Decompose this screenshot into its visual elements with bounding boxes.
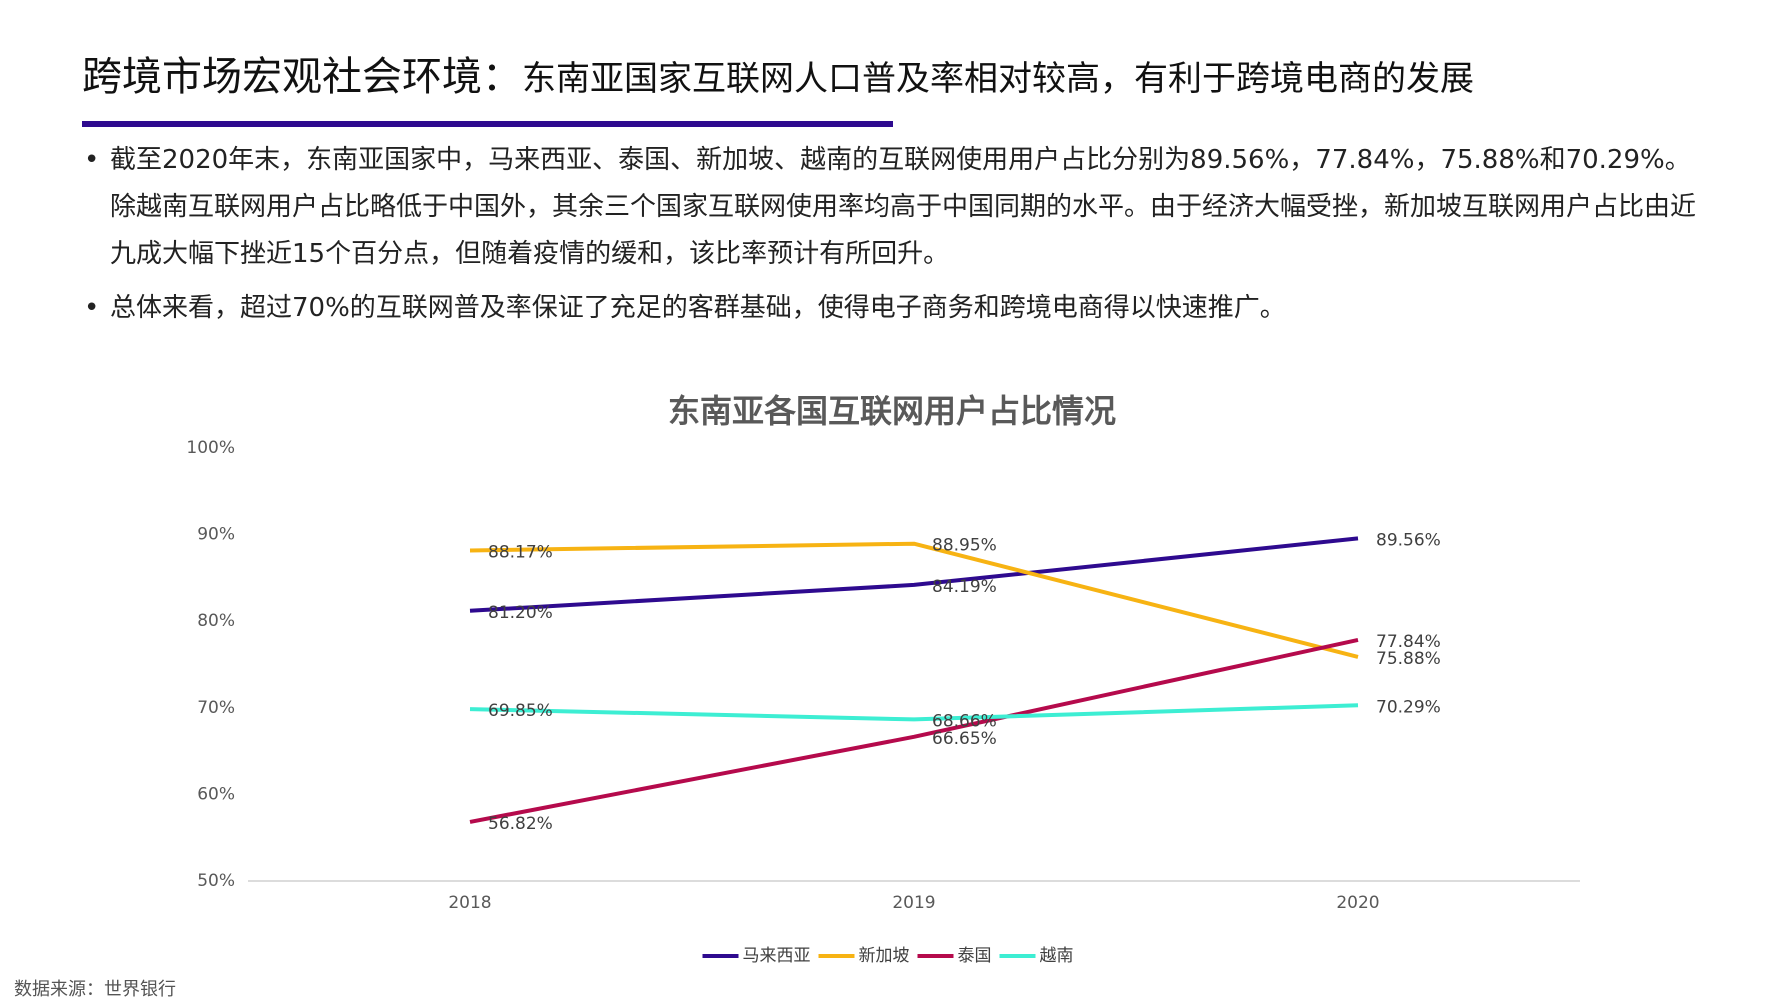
data-label: 68.66%: [932, 711, 997, 731]
y-tick-label: 60%: [197, 784, 235, 804]
y-tick-label: 50%: [197, 871, 235, 891]
series-line: [469, 536, 1359, 613]
page-title: 跨境市场宏观社会环境：东南亚国家互联网人口普及率相对较高，有利于跨境电商的发展: [82, 44, 1474, 102]
data-label: 84.19%: [932, 577, 997, 597]
y-tick-label: 70%: [197, 698, 235, 718]
x-tick-label: 2020: [1336, 893, 1379, 913]
series-line: [469, 637, 1359, 824]
data-label: 81.20%: [488, 603, 553, 623]
y-tick-label: 80%: [197, 611, 235, 631]
title-underline: [82, 121, 893, 127]
data-label: 89.56%: [1376, 530, 1441, 550]
legend-label: 越南: [1040, 946, 1074, 966]
legend-label: 泰国: [958, 946, 992, 966]
bullet: 总体来看，超过70%的互联网普及率保证了充足的客群基础，使得电子商务和跨境电商得…: [84, 285, 1710, 332]
x-tick-label: 2019: [892, 893, 935, 913]
data-label: 69.85%: [488, 701, 553, 721]
bullet: 截至2020年末，东南亚国家中，马来西亚、泰国、新加坡、越南的互联网使用用户占比…: [84, 137, 1710, 278]
data-label: 77.84%: [1376, 632, 1441, 652]
title-main: 跨境市场宏观社会环境：: [82, 54, 522, 100]
series-line: [469, 541, 1359, 659]
data-label: 66.65%: [932, 729, 997, 749]
data-label: 75.88%: [1376, 649, 1441, 669]
chart-title: 东南亚各国互联网用户占比情况: [668, 392, 1116, 430]
data-label: 88.17%: [488, 542, 553, 562]
data-label: 88.95%: [932, 536, 997, 556]
x-tick-label: 2018: [448, 893, 491, 913]
data-label: 56.82%: [488, 814, 553, 834]
source-note: 数据来源：世界银行: [14, 979, 176, 1000]
y-tick-label: 100%: [186, 438, 235, 458]
y-tick-label: 90%: [197, 525, 235, 545]
legend-label: 马来西亚: [743, 946, 811, 966]
legend-label: 新加坡: [859, 946, 910, 966]
data-label: 70.29%: [1376, 697, 1441, 717]
title-sub: 东南亚国家互联网人口普及率相对较高，有利于跨境电商的发展: [522, 59, 1474, 99]
series-line: [469, 703, 1359, 722]
